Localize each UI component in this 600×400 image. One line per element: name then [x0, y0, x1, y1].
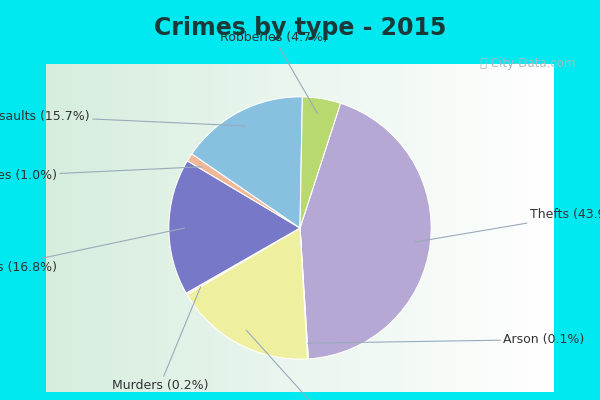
Wedge shape — [300, 228, 308, 359]
Text: Robberies (4.7%): Robberies (4.7%) — [220, 31, 328, 114]
Text: Rapes (1.0%): Rapes (1.0%) — [0, 167, 202, 182]
Wedge shape — [186, 228, 300, 295]
Wedge shape — [187, 154, 300, 228]
Text: Burglaries (16.8%): Burglaries (16.8%) — [0, 228, 185, 274]
Wedge shape — [169, 161, 300, 293]
Text: Arson (0.1%): Arson (0.1%) — [308, 333, 584, 346]
Text: Murders (0.2%): Murders (0.2%) — [112, 287, 208, 392]
Text: Assaults (15.7%): Assaults (15.7%) — [0, 110, 246, 126]
Wedge shape — [187, 228, 308, 359]
Text: ⓘ City-Data.com: ⓘ City-Data.com — [480, 58, 575, 70]
Wedge shape — [300, 97, 341, 228]
Text: Thefts (43.9%): Thefts (43.9%) — [415, 208, 600, 242]
Wedge shape — [192, 97, 302, 228]
Text: Crimes by type - 2015: Crimes by type - 2015 — [154, 16, 446, 40]
Wedge shape — [300, 103, 431, 359]
Text: Auto thefts (17.4%): Auto thefts (17.4%) — [246, 330, 381, 400]
